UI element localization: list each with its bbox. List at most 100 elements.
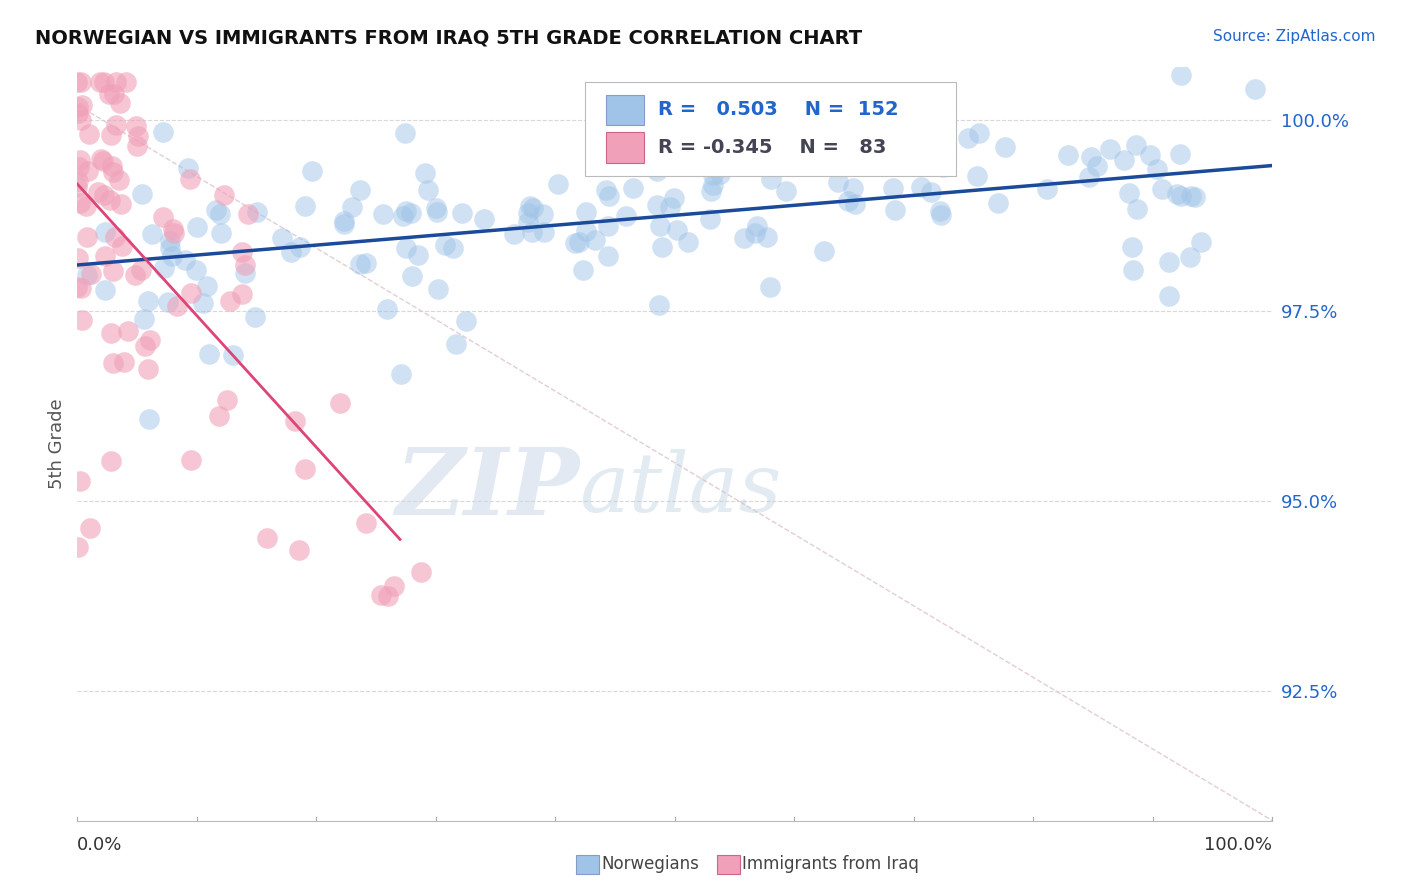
Point <box>349 257 371 271</box>
Point <box>100 326 122 340</box>
Point <box>70 281 93 295</box>
Point <box>813 244 835 259</box>
Point <box>132 312 155 326</box>
Point <box>166 299 188 313</box>
Point <box>115 75 138 89</box>
Point <box>207 409 229 423</box>
Point <box>129 262 152 277</box>
Point <box>382 579 405 593</box>
Text: R =   0.503    N =  152: R = 0.503 N = 152 <box>658 101 898 120</box>
Point <box>516 206 538 220</box>
Point <box>395 241 418 255</box>
Point <box>245 310 267 324</box>
Point <box>141 227 163 242</box>
Point <box>1159 255 1181 269</box>
Point <box>136 294 159 309</box>
Point <box>844 197 866 211</box>
Point <box>67 174 90 188</box>
Text: R = -0.345    N =   83: R = -0.345 N = 83 <box>658 138 887 157</box>
Point <box>72 313 94 327</box>
Point <box>1170 68 1192 82</box>
Point <box>294 199 316 213</box>
Point <box>217 393 239 408</box>
Point <box>1112 153 1135 167</box>
Point <box>375 301 398 316</box>
Point <box>101 164 124 178</box>
Point <box>648 219 671 233</box>
FancyBboxPatch shape <box>606 133 644 162</box>
Point <box>1078 170 1101 185</box>
Point <box>533 225 555 239</box>
Point <box>1122 263 1144 277</box>
Point <box>678 235 700 250</box>
Point <box>354 516 377 531</box>
Point <box>837 138 859 153</box>
Point <box>756 229 779 244</box>
Text: Immigrants from Iraq: Immigrants from Iraq <box>742 855 920 873</box>
Point <box>152 125 174 139</box>
Point <box>90 153 112 167</box>
Point <box>416 183 439 197</box>
Point <box>614 209 637 223</box>
Point <box>138 411 160 425</box>
Point <box>139 333 162 347</box>
Point <box>93 75 115 89</box>
Point <box>377 589 399 603</box>
Point <box>568 235 591 249</box>
Point <box>349 184 371 198</box>
Point <box>66 179 89 194</box>
Point <box>425 202 447 216</box>
Point <box>186 262 208 277</box>
Point <box>163 226 186 240</box>
Point <box>623 181 645 195</box>
Point <box>744 226 766 240</box>
Point <box>818 148 841 162</box>
Point <box>1080 149 1102 163</box>
Point <box>131 187 153 202</box>
Point <box>454 313 477 327</box>
FancyBboxPatch shape <box>585 82 956 177</box>
Point <box>67 161 90 175</box>
Point <box>1170 189 1192 203</box>
Point <box>218 293 240 308</box>
Point <box>87 185 110 199</box>
Point <box>294 462 316 476</box>
Point <box>1159 288 1181 302</box>
Point <box>127 139 149 153</box>
Point <box>441 241 464 255</box>
Point <box>994 140 1017 154</box>
Point <box>333 218 356 232</box>
Point <box>702 178 724 192</box>
Point <box>928 204 950 219</box>
Point <box>1139 148 1161 162</box>
Point <box>1178 250 1201 264</box>
Point <box>1168 147 1191 161</box>
FancyBboxPatch shape <box>606 95 644 125</box>
Point <box>700 184 723 198</box>
Point <box>651 240 673 254</box>
Point <box>415 166 437 180</box>
Point <box>136 362 159 376</box>
Point <box>77 127 100 141</box>
Point <box>966 169 988 183</box>
Point <box>1118 186 1140 201</box>
Point <box>69 75 91 89</box>
Point <box>426 205 449 219</box>
Point <box>101 264 124 278</box>
Point <box>69 474 91 488</box>
Point <box>67 251 90 265</box>
Point <box>238 206 260 220</box>
Point <box>180 285 202 300</box>
Point <box>434 238 457 252</box>
Point <box>575 223 598 237</box>
Point <box>104 230 127 244</box>
Point <box>370 588 392 602</box>
Point <box>67 100 90 114</box>
Point <box>134 339 156 353</box>
Point <box>1243 82 1265 96</box>
Point <box>256 532 278 546</box>
Point <box>517 215 540 229</box>
Point <box>394 126 416 140</box>
Point <box>665 222 688 236</box>
Point <box>69 195 91 210</box>
